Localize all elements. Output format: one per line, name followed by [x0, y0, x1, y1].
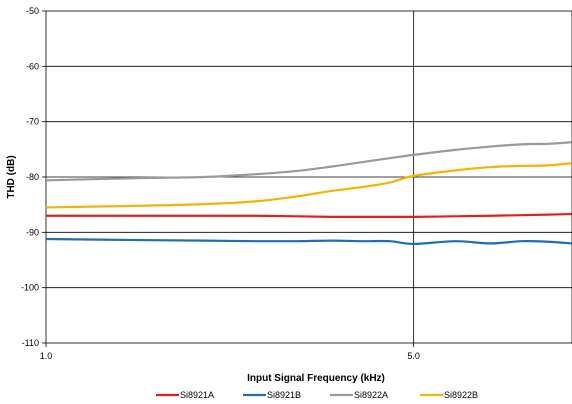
- y-tick-label: -110: [22, 338, 39, 348]
- series-line-si8922b: [45, 162, 572, 209]
- x-tick-label: 5.0: [407, 351, 420, 361]
- legend: Si8921A Si8921B Si8922A Si8922B: [156, 390, 478, 400]
- series-line-si8921a: [46, 212, 572, 218]
- plot-area: [45, 10, 572, 344]
- x-tick-label: 1.0: [40, 351, 53, 361]
- legend-label-si8922b: Si8922B: [444, 390, 478, 400]
- legend-label-si8921a: Si8921A: [180, 390, 214, 400]
- gridlines: [46, 11, 572, 343]
- series-lines: [45, 141, 572, 246]
- x-axis: 1.0 5.0: [40, 343, 420, 361]
- y-tick-label: -80: [26, 172, 39, 182]
- x-axis-title: Input Signal Frequency (kHz): [247, 373, 385, 384]
- y-tick-label: -100: [21, 283, 39, 293]
- series-line-si8921b: [45, 237, 572, 246]
- legend-label-si8922a: Si8922A: [354, 390, 388, 400]
- y-axis-title: THD (dB): [6, 155, 17, 198]
- y-axis: -50 -60 -70 -80 -90 -100 -110: [21, 6, 46, 348]
- y-tick-label: -90: [26, 227, 39, 237]
- legend-label-si8921b: Si8921B: [267, 390, 301, 400]
- y-tick-label: -60: [26, 61, 39, 71]
- y-tick-label: -50: [26, 6, 39, 16]
- y-tick-label: -70: [26, 117, 39, 127]
- series-line-si8922a: [45, 141, 572, 182]
